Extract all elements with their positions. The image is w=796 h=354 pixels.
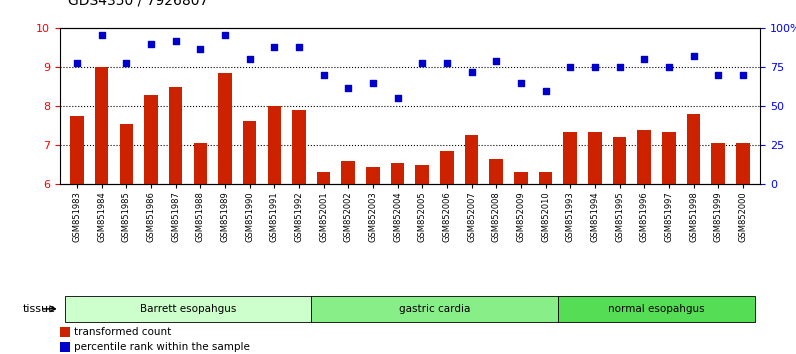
Bar xyxy=(712,143,725,184)
Point xyxy=(96,32,108,38)
Bar xyxy=(60,342,70,352)
Bar xyxy=(70,116,84,184)
Point xyxy=(687,53,700,59)
Bar xyxy=(638,130,651,184)
Point xyxy=(465,69,478,75)
Bar xyxy=(64,296,311,322)
Point xyxy=(392,96,404,101)
Point xyxy=(318,72,330,78)
Bar xyxy=(736,143,750,184)
Point xyxy=(71,60,84,65)
Point xyxy=(588,64,601,70)
Bar xyxy=(687,114,700,184)
Point xyxy=(736,72,749,78)
Point xyxy=(244,57,256,62)
Text: Barrett esopahgus: Barrett esopahgus xyxy=(140,304,236,314)
Point xyxy=(342,85,355,90)
Text: gastric cardia: gastric cardia xyxy=(399,304,470,314)
Bar xyxy=(613,137,626,184)
Bar xyxy=(218,73,232,184)
Point xyxy=(416,60,428,65)
Bar xyxy=(564,132,577,184)
Point xyxy=(120,60,133,65)
Bar xyxy=(662,132,676,184)
Point xyxy=(638,57,650,62)
Text: GDS4350 / 7926807: GDS4350 / 7926807 xyxy=(68,0,208,7)
Point xyxy=(712,72,724,78)
Bar xyxy=(465,136,478,184)
Text: transformed count: transformed count xyxy=(74,327,172,337)
Bar xyxy=(588,132,602,184)
Text: tissue: tissue xyxy=(23,304,56,314)
Bar xyxy=(144,95,158,184)
Bar xyxy=(193,143,207,184)
Point xyxy=(613,64,626,70)
Bar xyxy=(490,159,503,184)
Text: normal esopahgus: normal esopahgus xyxy=(608,304,705,314)
Bar xyxy=(558,296,755,322)
Bar xyxy=(341,161,355,184)
Bar xyxy=(514,172,528,184)
Point xyxy=(514,80,527,86)
Bar xyxy=(416,165,429,184)
Bar xyxy=(317,172,330,184)
Point xyxy=(145,41,158,47)
Point xyxy=(293,44,306,50)
Bar xyxy=(311,296,558,322)
Bar xyxy=(60,327,70,337)
Point xyxy=(268,44,281,50)
Point xyxy=(170,38,182,44)
Bar xyxy=(267,106,281,184)
Point xyxy=(539,88,552,93)
Bar xyxy=(539,172,552,184)
Bar xyxy=(169,87,182,184)
Point xyxy=(219,32,232,38)
Point xyxy=(194,46,207,51)
Point xyxy=(662,64,675,70)
Bar xyxy=(391,163,404,184)
Bar xyxy=(366,167,380,184)
Point xyxy=(564,64,576,70)
Point xyxy=(440,60,453,65)
Bar xyxy=(440,151,454,184)
Point xyxy=(367,80,380,86)
Point xyxy=(490,58,502,64)
Bar xyxy=(243,121,256,184)
Bar xyxy=(292,110,306,184)
Text: percentile rank within the sample: percentile rank within the sample xyxy=(74,342,250,352)
Bar xyxy=(119,124,133,184)
Bar xyxy=(95,67,108,184)
